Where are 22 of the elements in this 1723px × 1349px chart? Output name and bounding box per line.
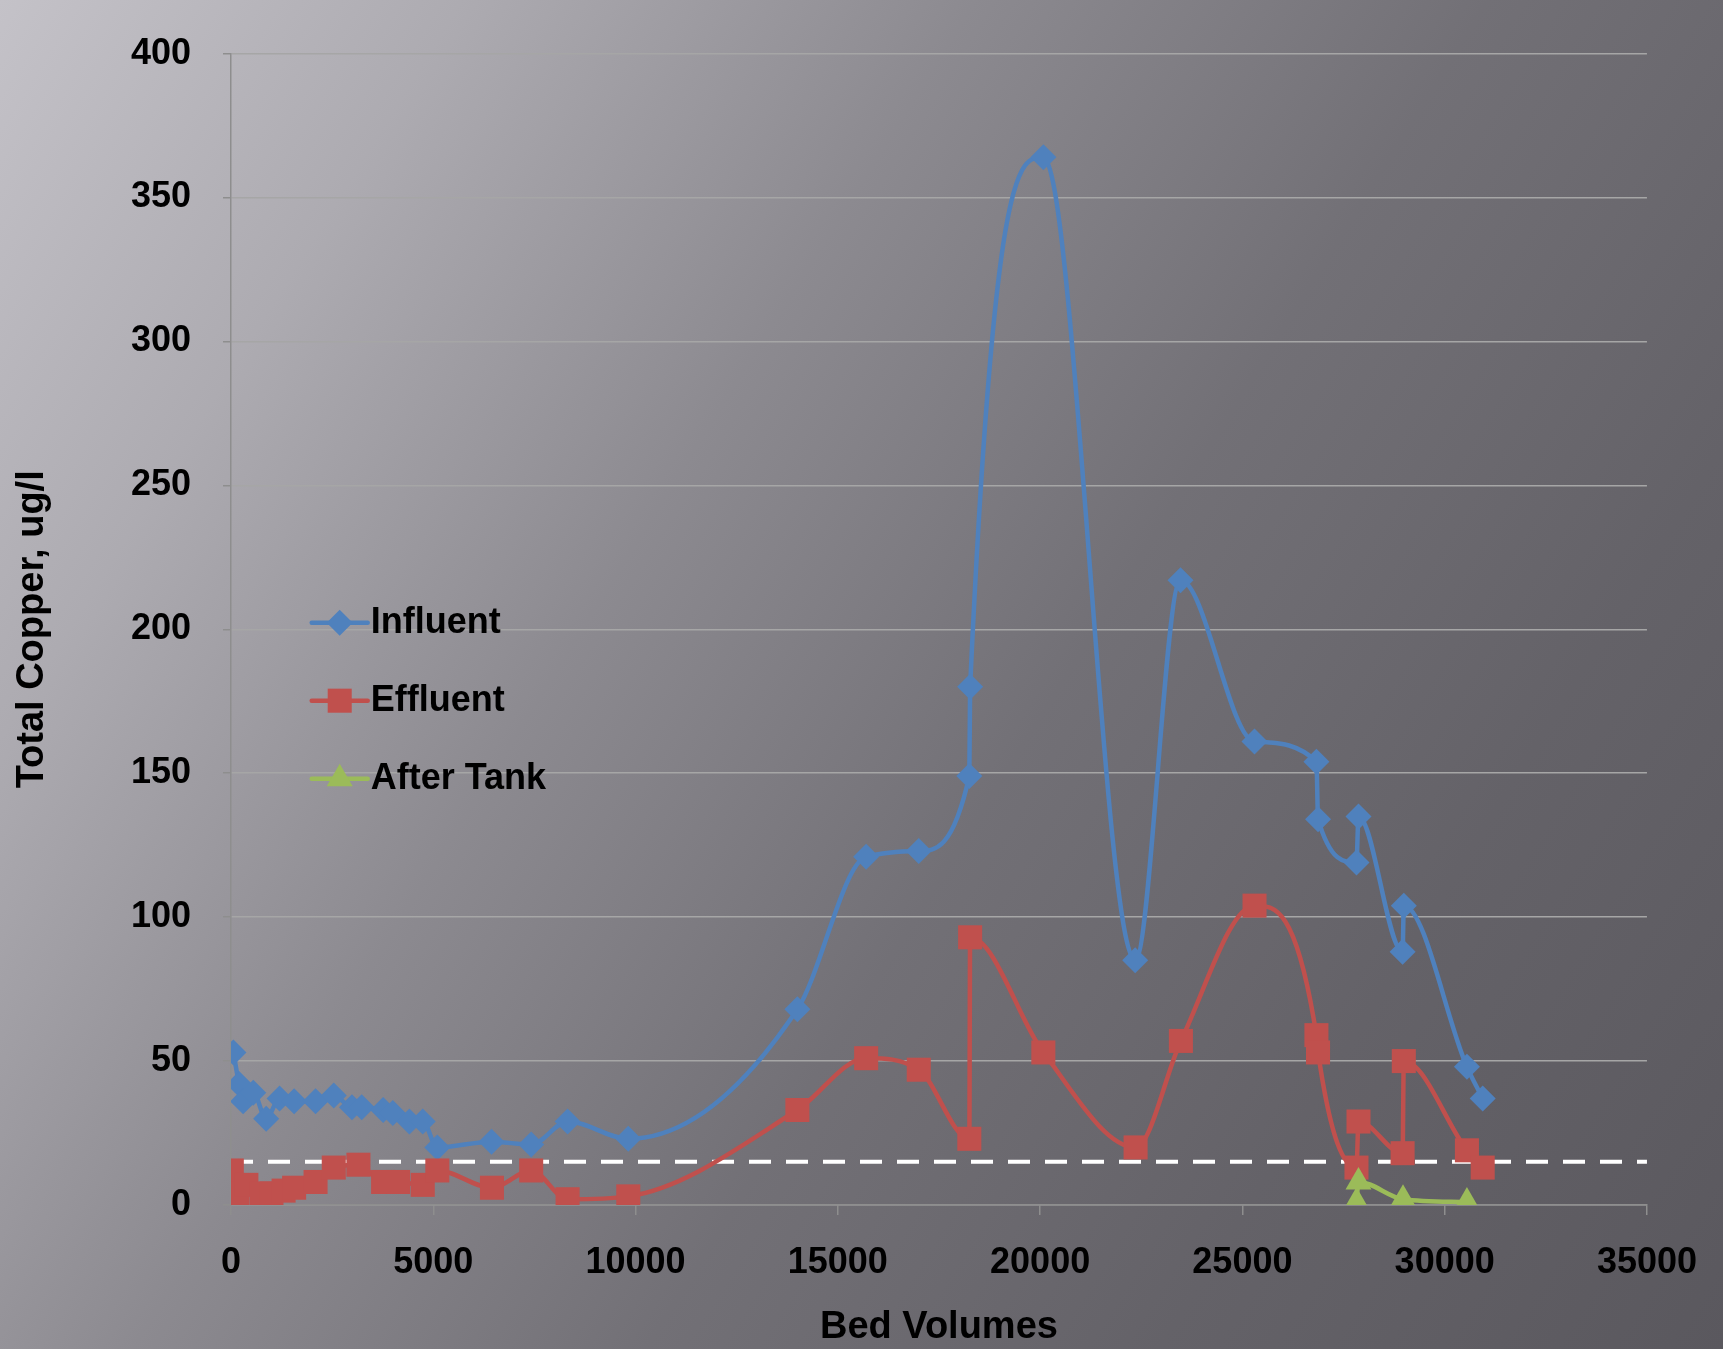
x-tick-label: 30000 xyxy=(1394,1239,1495,1281)
x-tick-label: 25000 xyxy=(1192,1239,1293,1281)
y-tick-label: 200 xyxy=(130,606,191,648)
y-tick-label: 300 xyxy=(130,318,191,360)
x-tick-label: 15000 xyxy=(787,1239,888,1281)
y-tick-label: 100 xyxy=(130,894,191,936)
x-tick-label: 5000 xyxy=(393,1239,474,1281)
y-tick-label: 150 xyxy=(130,750,191,792)
y-tick-label: 250 xyxy=(130,462,191,504)
legend-label: Effluent xyxy=(370,677,505,719)
legend-label: After Tank xyxy=(370,755,548,797)
y-tick-label: 50 xyxy=(150,1038,191,1079)
y-axis-title: Total Copper, ug/l xyxy=(9,470,52,789)
x-tick-label: 20000 xyxy=(990,1239,1091,1281)
x-tick-label: 10000 xyxy=(585,1239,686,1281)
y-tick-label: 350 xyxy=(130,174,191,216)
x-tick-label: 0 xyxy=(220,1239,242,1281)
y-tick-label: 400 xyxy=(130,30,191,72)
legend-label: Influent xyxy=(370,599,501,641)
x-tick-label: 35000 xyxy=(1596,1239,1697,1281)
x-axis-title: Bed Volumes xyxy=(820,1304,1058,1347)
y-tick-label: 0 xyxy=(170,1181,191,1223)
